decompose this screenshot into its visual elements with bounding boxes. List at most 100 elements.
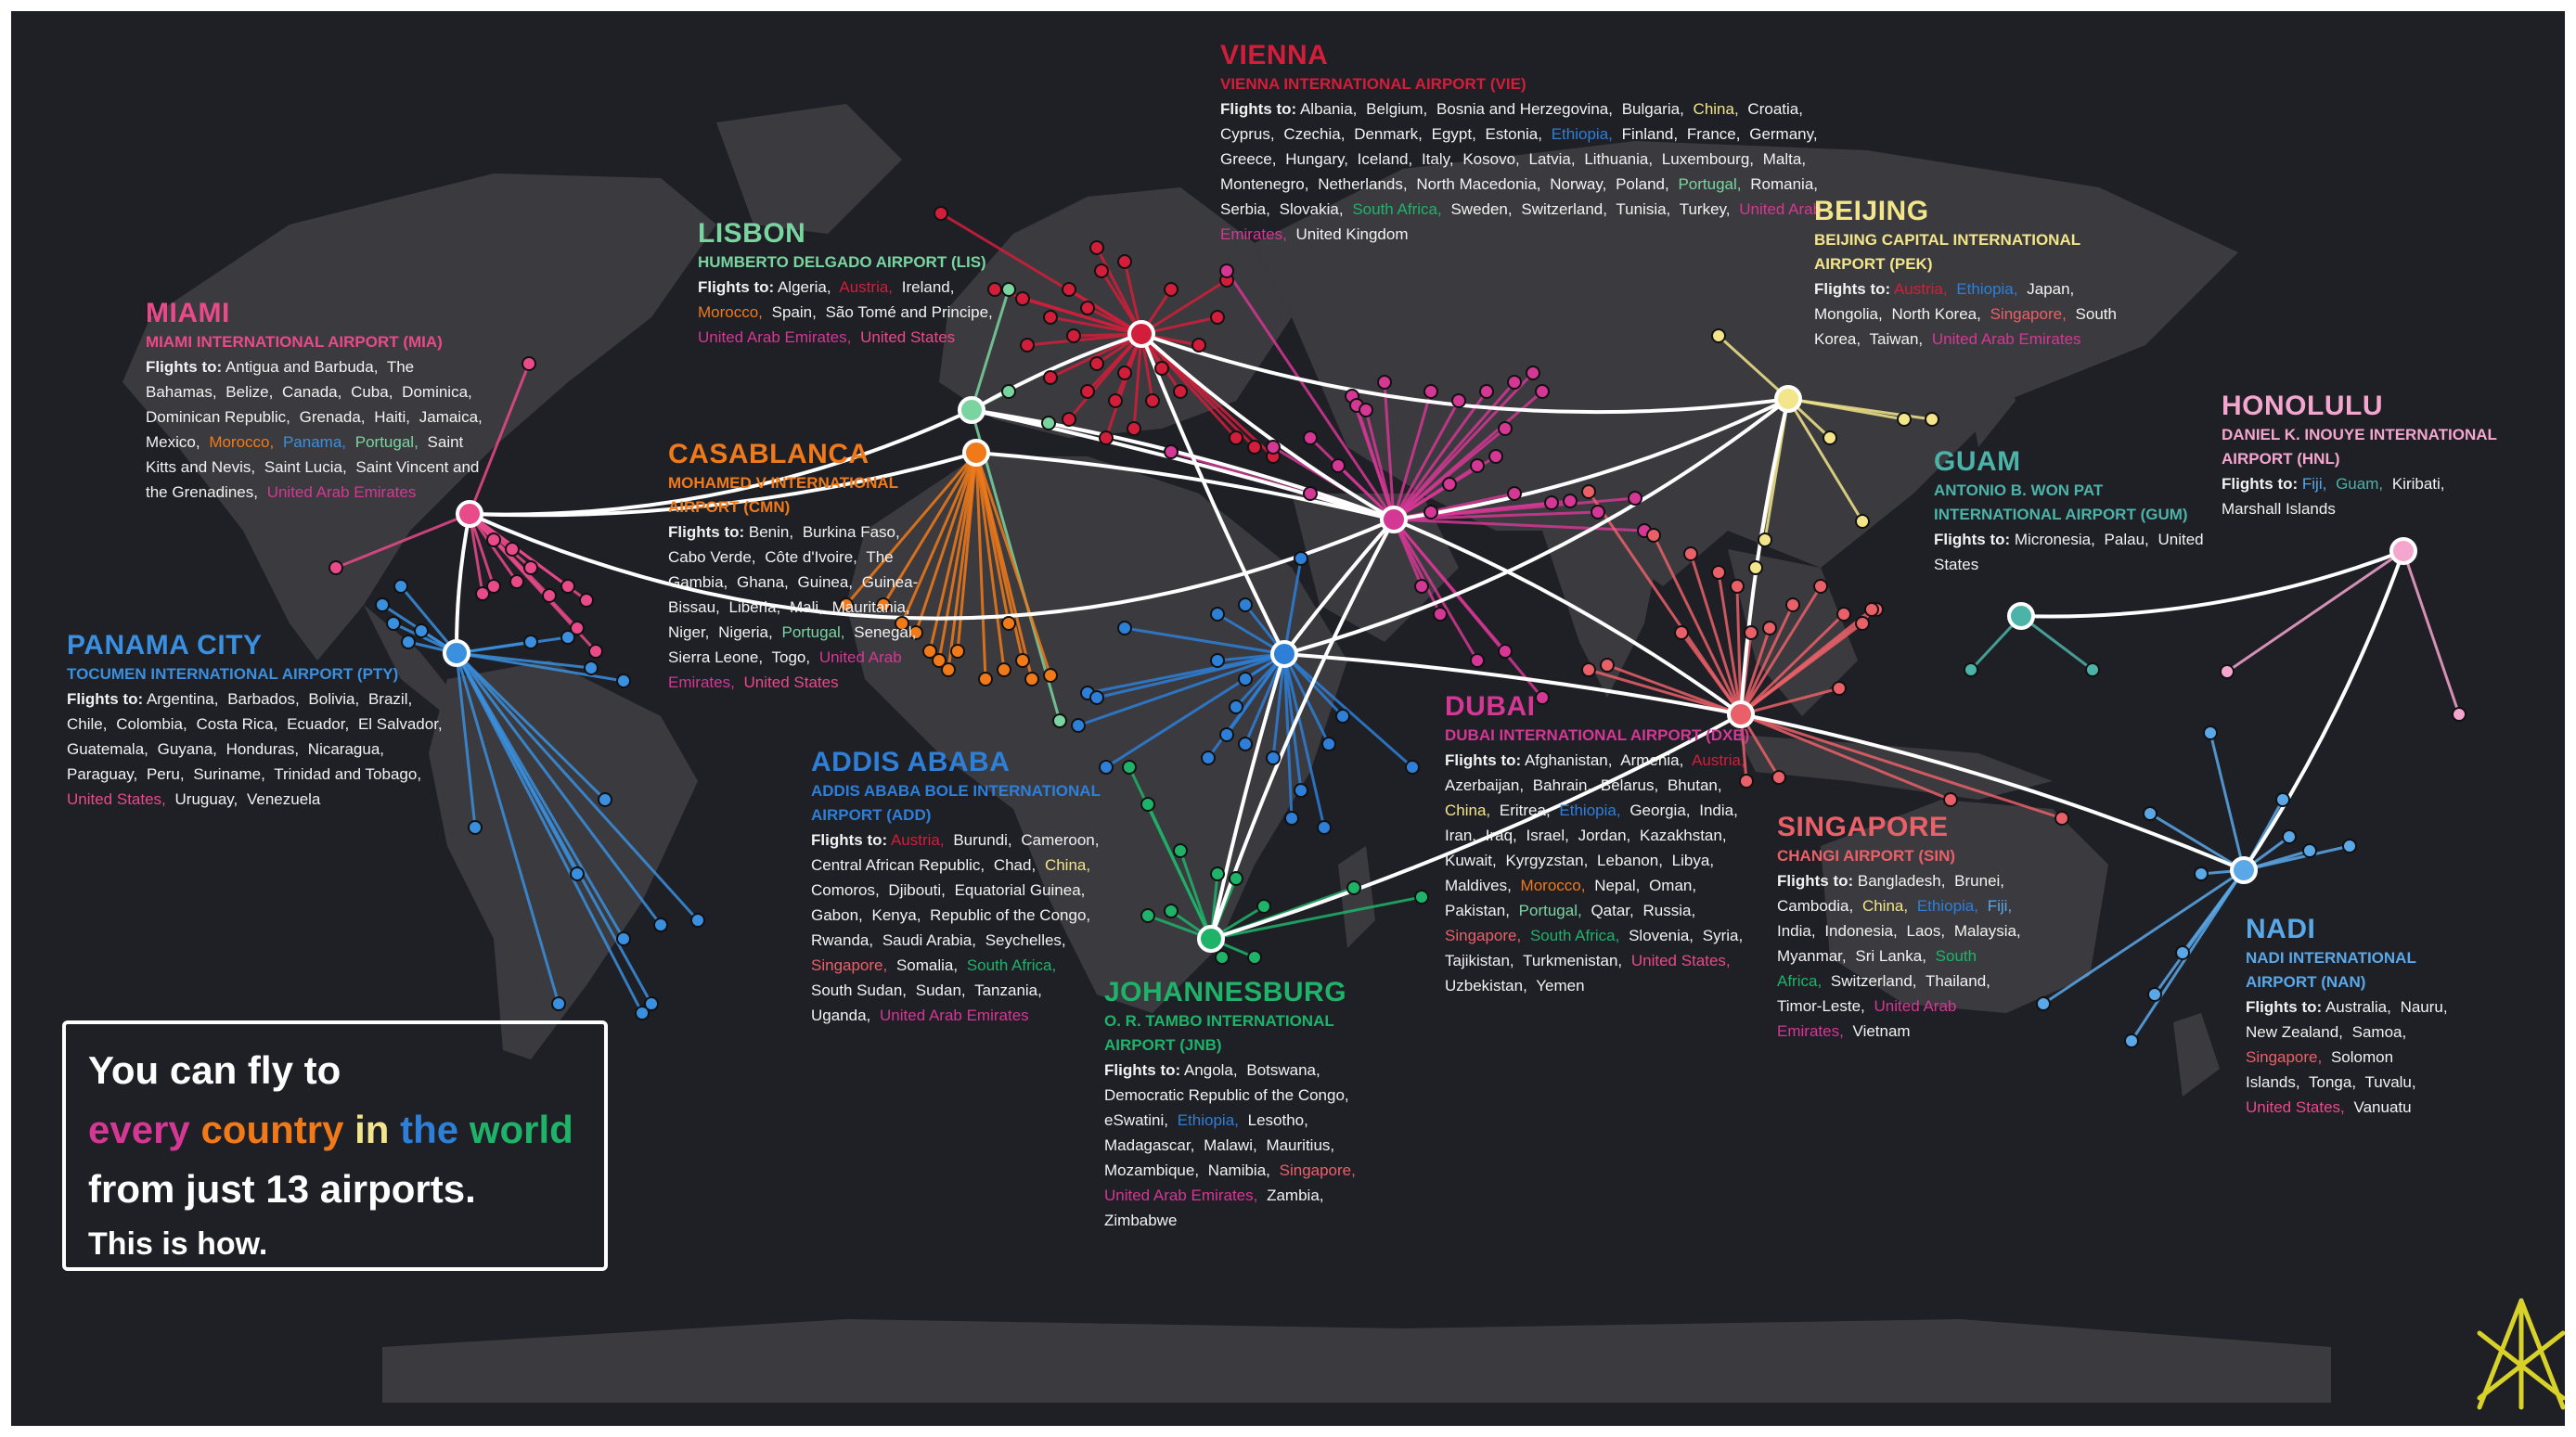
destination-dot-dubai (1544, 495, 1559, 510)
destination-country: Singapore, (1279, 1161, 1356, 1179)
hub-name: LISBON (698, 218, 806, 249)
destination-country: Australia, (2325, 998, 2391, 1016)
headline-word: in (354, 1108, 390, 1151)
destination-country: Finland, (1621, 125, 1679, 143)
destination-country: Sierra Leone, (668, 648, 764, 666)
destination-dot-singapore (1855, 616, 1870, 631)
hub-airport-name: DANIEL K. INOUYE INTERNATIONAL AIRPORT (… (2222, 426, 2497, 468)
destination-dot-vienna (1229, 430, 1243, 445)
route-line (1392, 400, 1461, 520)
destination-dot-dubai (1488, 449, 1503, 464)
hub-dot-nadi (2230, 856, 2258, 884)
hub-airport-name: CHANGI AIRPORT (SIN) (1777, 847, 1956, 865)
destination-country: Croatia, (1747, 100, 1803, 118)
destination-dot-honolulu (2452, 707, 2467, 722)
destination-country: Mauritania, (831, 598, 910, 616)
hub-dot-vienna (1127, 320, 1155, 348)
destination-country: Malawi, (1204, 1136, 1257, 1154)
route-line (1283, 652, 1413, 769)
route-line (1680, 632, 1743, 715)
destination-country: United Arab Emirates (1931, 330, 2081, 348)
hub-destinations: Flights to: Algeria, Austria, Ireland, M… (698, 275, 1004, 350)
headline-word: world (469, 1108, 573, 1151)
hub-connection (975, 451, 1395, 521)
destination-dot-singapore (1771, 770, 1786, 785)
route-line (1740, 712, 2063, 820)
destination-dot-nadi (2194, 866, 2209, 881)
route-line (1393, 518, 1645, 532)
destination-dot-nadi (2147, 987, 2162, 1002)
destination-country: Iraq, (1485, 827, 1517, 844)
destination-country: United States (860, 328, 956, 346)
route-line (1392, 391, 1488, 520)
route-line (1282, 558, 1303, 655)
destination-country: China, (1445, 802, 1491, 819)
route-line (2402, 550, 2461, 715)
route-line (1588, 668, 1742, 716)
destination-dot-panama (468, 820, 483, 835)
route-line (1392, 519, 1479, 661)
destination-dot-addis (1238, 737, 1253, 751)
destination-country: France, (1686, 125, 1741, 143)
network-logo-icon (2477, 1298, 2565, 1410)
destination-dot-addis (1294, 783, 1308, 798)
route-line (2226, 549, 2404, 674)
destination-country: Indonesia, (1824, 922, 1898, 940)
destination-country: Haiti, (374, 408, 410, 426)
destination-dot-singapore (1744, 625, 1758, 640)
hub-connection (1739, 398, 1790, 715)
destination-country: Sudan, (915, 982, 966, 999)
destination-country: Ethiopia, (1551, 125, 1613, 143)
hub-label-honolulu: HONOLULU DANIEL K. INOUYE INTERNATIONAL A… (2222, 390, 2500, 521)
destination-dot-vienna (1108, 393, 1123, 408)
destination-dot-dubai (1507, 486, 1522, 501)
hub-connection (971, 408, 1395, 521)
route-line (455, 651, 700, 922)
destination-dot-addis (1210, 653, 1225, 668)
destination-dot-beijing (1855, 514, 1870, 529)
route-line (455, 652, 653, 1005)
destination-country: United States (1934, 531, 2204, 573)
destination-country: Serbia, (1220, 200, 1270, 218)
route-line (456, 635, 569, 655)
route-line (1392, 371, 1535, 521)
destination-country: Cameroon, (1021, 831, 1100, 849)
destination-country: Botswana, (1246, 1061, 1320, 1079)
destination-country: Russia, (1642, 902, 1696, 919)
destination-country: Spain, (771, 303, 817, 321)
land-mass (939, 187, 1292, 438)
destination-dot-miami (588, 644, 603, 659)
route-line (882, 452, 978, 606)
destination-country: Central African Republic, (811, 856, 985, 874)
destination-dot-johannesburg (1140, 908, 1155, 923)
destination-dot-panama (598, 792, 612, 807)
destination-country: Azerbaijan, (1445, 776, 1525, 794)
destination-country: Nicaragua, (307, 740, 385, 758)
destination-country: Morocco, (1520, 877, 1586, 894)
destination-dot-vienna (1164, 282, 1179, 297)
destination-country: Comoros, (811, 881, 880, 899)
destination-dot-dubai (1219, 263, 1234, 278)
hub-dot-miami (456, 500, 483, 528)
destination-country: Zambia, (1267, 1187, 1324, 1204)
destination-country: Yemen (1536, 977, 1585, 994)
hub-destinations: Flights to: Fiji, Guam, Kiribati, Marsha… (2222, 471, 2500, 521)
destination-dot-vienna (1117, 254, 1132, 269)
destination-country: São Tomé and Principe, (825, 303, 993, 321)
flights-to-label: Flights to: (668, 523, 745, 541)
hub-dot-honolulu (2389, 537, 2417, 565)
destination-country: Rwanda, (811, 931, 874, 949)
hub-destinations: Flights to: Bangladesh, Brunei, Cambodia… (1777, 868, 2029, 1044)
destination-dot-vienna (1043, 310, 1058, 325)
destination-dot-dubai (1470, 653, 1485, 668)
route-line (844, 452, 978, 606)
destination-country: Cuba, (351, 383, 393, 401)
destination-country: Fiji, (2301, 475, 2327, 493)
route-line (1786, 398, 1864, 522)
destination-country: North Macedonia, (1416, 175, 1541, 193)
hub-label-casablanca: CASABLANCA MOHAMED V INTERNATIONAL AIRPOR… (668, 438, 937, 695)
route-line (1739, 612, 1846, 716)
destination-country: Honduras, (225, 740, 300, 758)
destination-dot-panama (584, 661, 599, 675)
route-line (900, 452, 978, 624)
